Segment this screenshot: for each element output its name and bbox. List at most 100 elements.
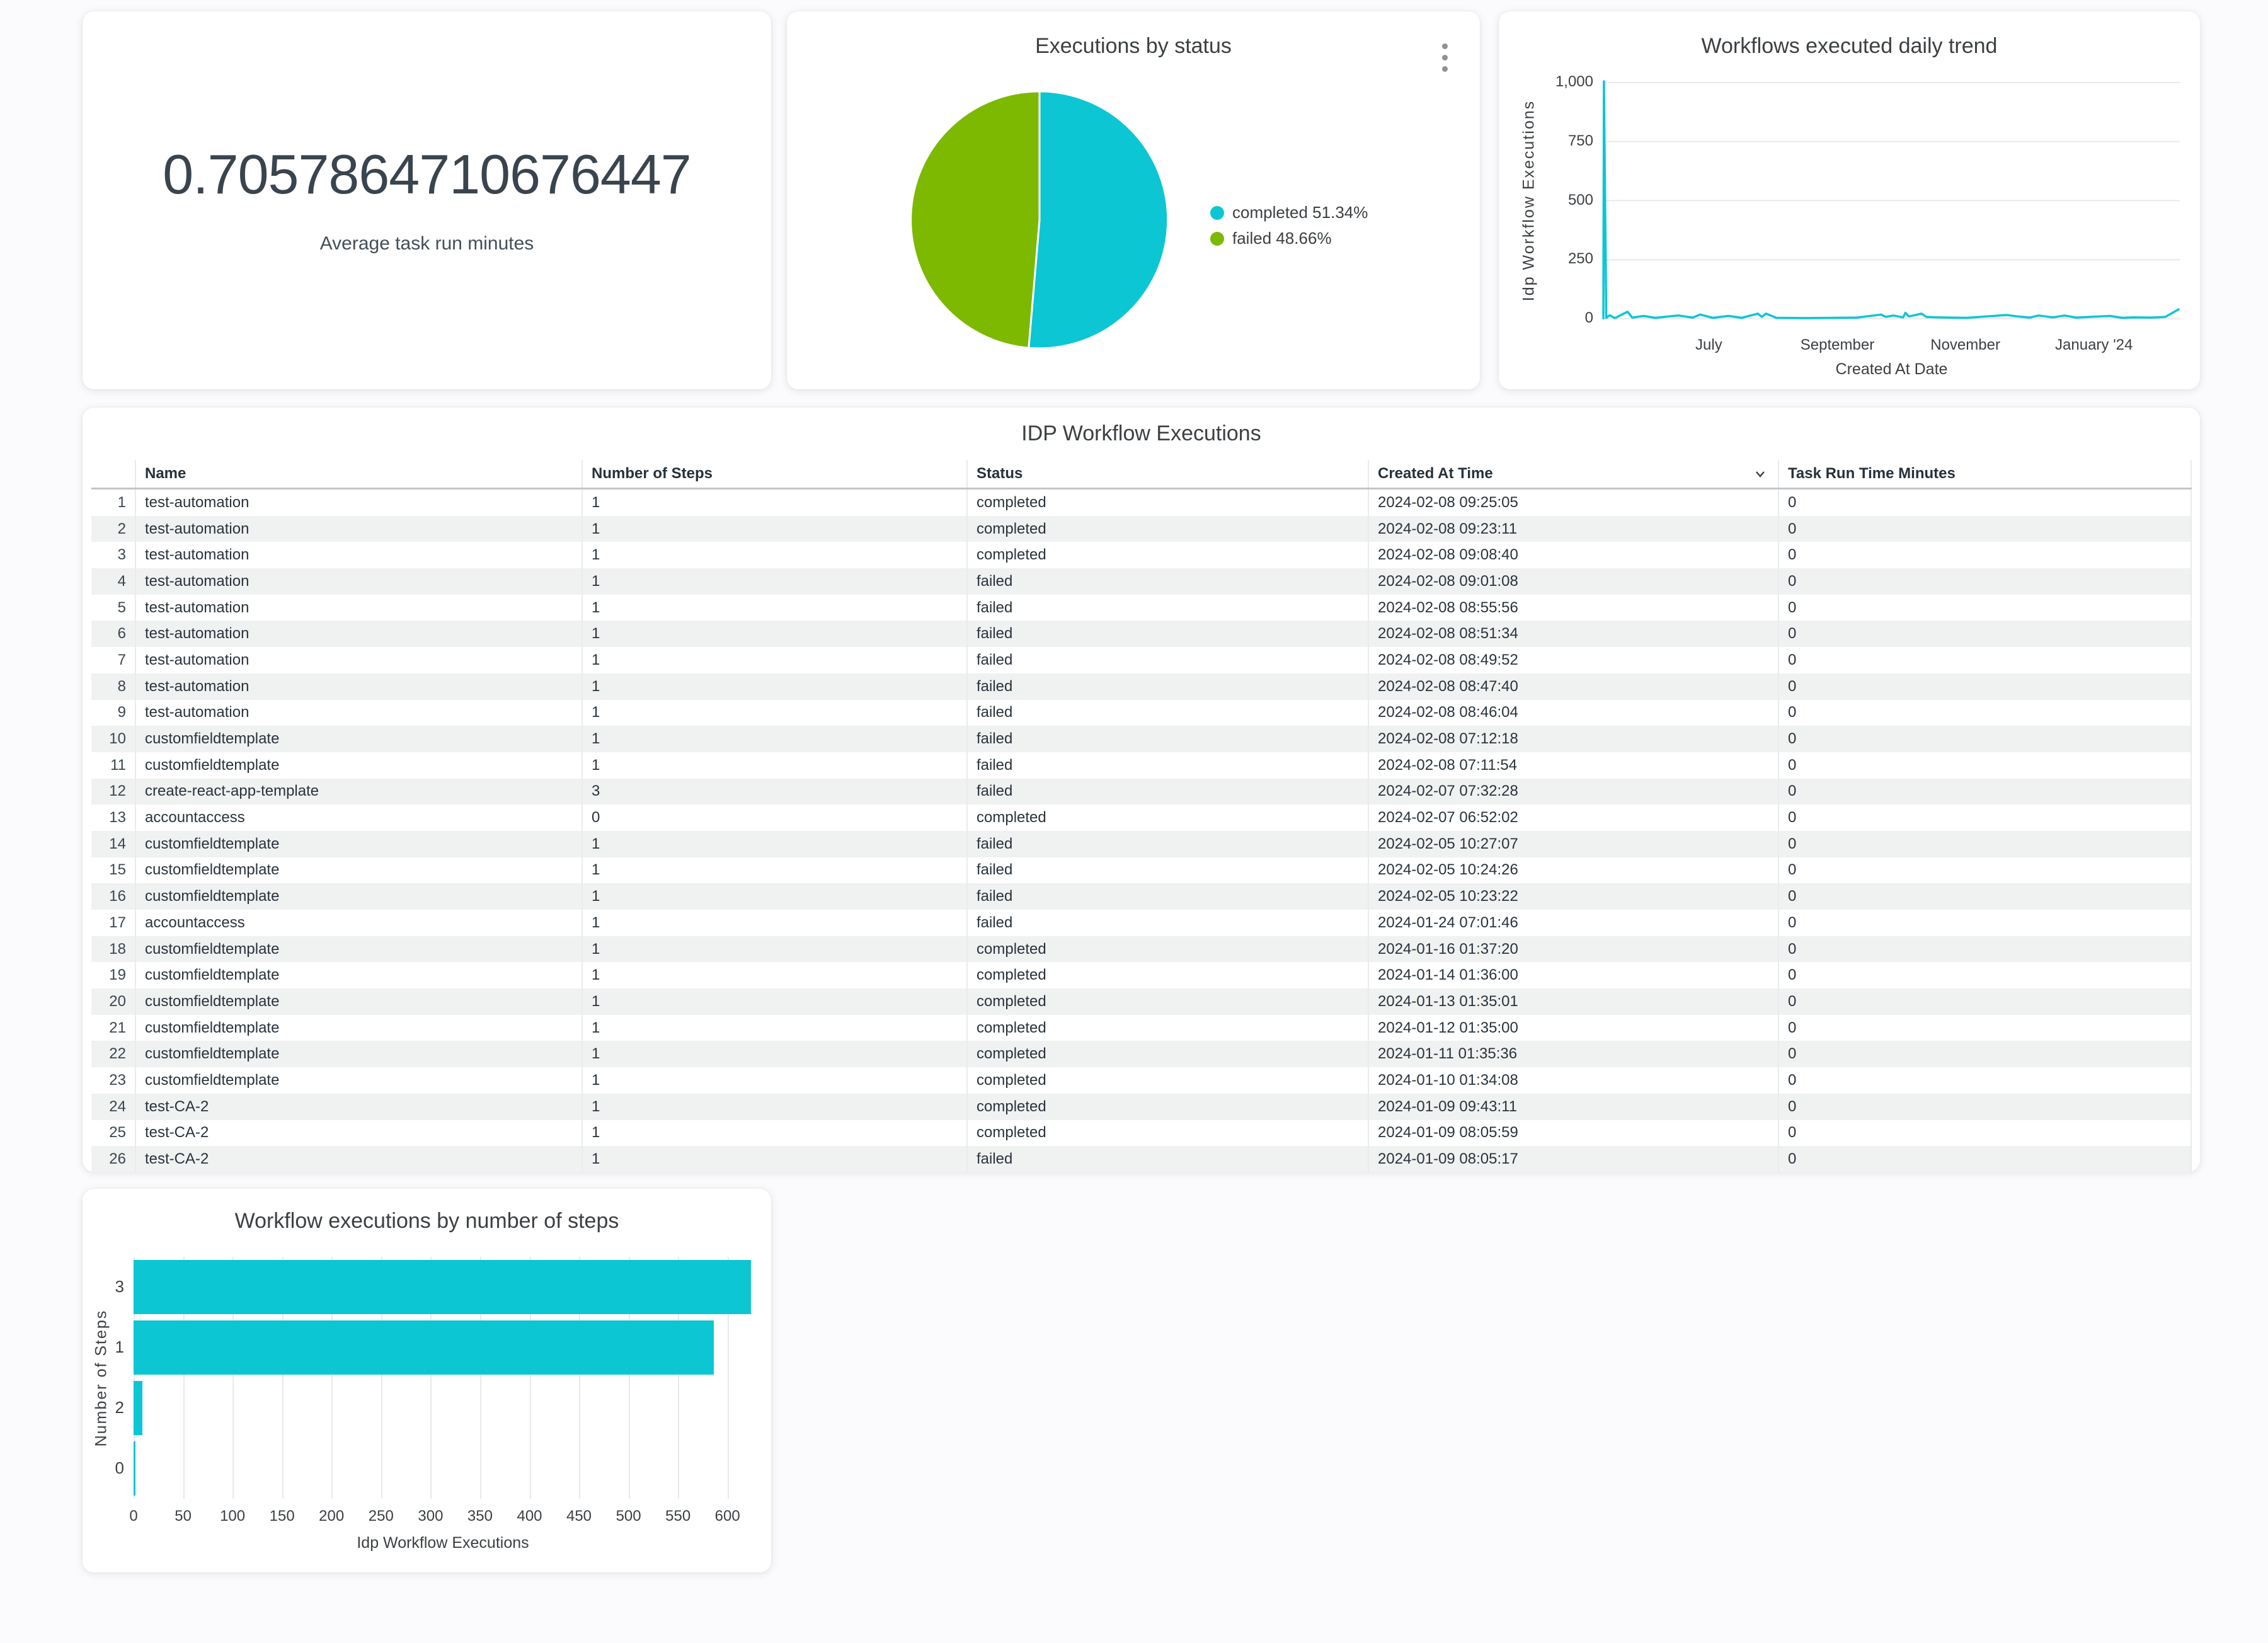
cell-status: failed xyxy=(968,699,1369,726)
cell-number-of-steps: 1 xyxy=(583,988,968,1015)
bar-category-label: 2 xyxy=(115,1398,124,1417)
cell-name: test-automation xyxy=(136,621,583,648)
table-row: 14 customfieldtemplate 1 failed 2024-02-05 1… xyxy=(91,830,2192,857)
cell-name: accountaccess xyxy=(136,910,583,936)
gridline xyxy=(479,1257,481,1499)
header-number-of-steps[interactable]: Number of Steps xyxy=(583,460,968,488)
table-row: 8 test-automation 1 failed 2024-02-08 08:47:… xyxy=(91,673,2192,700)
cell-status: failed xyxy=(968,1146,1369,1172)
cell-row-number: 23 xyxy=(91,1067,136,1094)
cell-task-run-time-minutes: 0 xyxy=(1779,515,2192,542)
cell-status: completed xyxy=(968,936,1369,963)
cell-name: customfieldtemplate xyxy=(136,726,583,752)
header-created-at-time[interactable]: Created At Time xyxy=(1369,460,1779,488)
cell-row-number: 21 xyxy=(91,1014,136,1041)
table-row: 6 test-automation 1 failed 2024-02-08 08:51:… xyxy=(91,621,2192,648)
cell-number-of-steps: 1 xyxy=(583,1067,968,1094)
cell-number-of-steps: 3 xyxy=(583,778,968,805)
table-row: 7 test-automation 1 failed 2024-02-08 08:49:… xyxy=(91,647,2192,673)
table-title: IDP Workflow Executions xyxy=(1021,421,1261,445)
cell-row-number: 7 xyxy=(91,647,136,673)
table-row: 18 customfieldtemplate 1 completed 2024-01-1… xyxy=(91,936,2192,963)
cell-task-run-time-minutes: 0 xyxy=(1779,673,2192,700)
gridline xyxy=(579,1257,580,1499)
cell-name: customfieldtemplate xyxy=(136,1041,583,1068)
cell-status: completed xyxy=(968,1119,1369,1147)
gridline xyxy=(727,1257,729,1499)
cell-name: customfieldtemplate xyxy=(136,962,583,989)
cell-task-run-time-minutes: 0 xyxy=(1779,489,2192,516)
cell-created-at-time: 2024-02-08 08:51:34 xyxy=(1369,621,1779,648)
cell-created-at-time: 2024-02-08 09:25:05 xyxy=(1369,489,1779,516)
cell-row-number: 14 xyxy=(91,830,136,857)
cell-row-number: 10 xyxy=(91,726,136,752)
cell-status: failed xyxy=(968,621,1369,648)
cell-status: failed xyxy=(968,830,1369,857)
cell-name: test-automation xyxy=(136,489,583,516)
bar-category-label: 1 xyxy=(115,1337,124,1356)
table-row: 10 customfieldtemplate 1 failed 2024-02-08 0… xyxy=(91,726,2192,752)
cell-number-of-steps: 1 xyxy=(583,830,968,857)
cell-task-run-time-minutes: 0 xyxy=(1779,1146,2192,1172)
y-tick-label: 750 xyxy=(1567,132,1593,149)
cell-status: failed xyxy=(968,568,1369,595)
cell-created-at-time: 2024-01-12 01:35:00 xyxy=(1369,1014,1779,1041)
table-row: 21 customfieldtemplate 1 completed 2024-01-1… xyxy=(91,1014,2192,1041)
cell-name: test-CA-2 xyxy=(136,1146,583,1172)
cell-status: failed xyxy=(968,647,1369,673)
scorecard-card: 0.7057864710676447 Average task run minu… xyxy=(83,11,771,389)
table-row: 5 test-automation 1 failed 2024-02-08 08:55:… xyxy=(91,594,2192,621)
header-name[interactable]: Name xyxy=(136,460,583,488)
table-row: 9 test-automation 1 failed 2024-02-08 08:46:… xyxy=(91,699,2192,726)
gridline xyxy=(678,1257,680,1499)
cell-name: create-react-app-template xyxy=(136,778,583,805)
cell-name: test-automation xyxy=(136,568,583,595)
cell-number-of-steps: 1 xyxy=(583,542,968,569)
cell-status: failed xyxy=(968,594,1369,621)
header-status[interactable]: Status xyxy=(968,460,1369,488)
cell-task-run-time-minutes: 0 xyxy=(1779,857,2192,884)
cell-number-of-steps: 1 xyxy=(583,726,968,752)
bar-category-label: 0 xyxy=(115,1458,124,1477)
cell-task-run-time-minutes: 0 xyxy=(1779,988,2192,1015)
x-tick-label: 450 xyxy=(566,1508,592,1525)
table-row: 16 customfieldtemplate 1 failed 2024-02-05 1… xyxy=(91,883,2192,910)
x-tick-label: 300 xyxy=(418,1508,444,1525)
cell-name: test-CA-2 xyxy=(136,1119,583,1147)
cell-created-at-time: 2024-02-08 08:47:40 xyxy=(1369,673,1779,700)
sort-descending-icon[interactable] xyxy=(1751,465,1769,483)
table-row: 2 test-automation 1 completed 2024-02-08 09:… xyxy=(91,515,2192,542)
x-tick-label: September xyxy=(1800,336,1875,353)
cell-name: customfieldtemplate xyxy=(136,830,583,857)
more-options-button[interactable] xyxy=(1432,35,1457,79)
cell-created-at-time: 2024-02-05 10:27:07 xyxy=(1369,830,1779,857)
bar-steps-2 xyxy=(134,1381,143,1435)
x-tick-label: 400 xyxy=(517,1508,542,1525)
x-tick-label: 0 xyxy=(129,1508,138,1525)
cell-created-at-time: 2024-02-08 09:08:40 xyxy=(1369,542,1779,569)
table-row: 25 test-CA-2 1 completed 2024-01-09 08:05:59… xyxy=(91,1119,2192,1147)
cell-status: failed xyxy=(968,726,1369,752)
y-tick-label: 500 xyxy=(1567,191,1593,209)
line-plot-area xyxy=(1602,80,2180,320)
gridline xyxy=(134,1257,135,1499)
table-row: 4 test-automation 1 failed 2024-02-08 09:01:… xyxy=(91,568,2192,595)
cell-task-run-time-minutes: 0 xyxy=(1779,752,2192,779)
line-chart xyxy=(1602,80,2180,320)
cell-created-at-time: 2024-01-14 01:36:00 xyxy=(1369,962,1779,989)
table-card: IDP Workflow Executions Name Number of S… xyxy=(83,408,2200,1172)
table-row: 20 customfieldtemplate 1 completed 2024-01-1… xyxy=(91,988,2192,1015)
cell-number-of-steps: 1 xyxy=(583,752,968,779)
header-task-run-time-minutes[interactable]: Task Run Time Minutes xyxy=(1779,460,2192,488)
x-tick-label: 150 xyxy=(269,1508,295,1525)
cell-task-run-time-minutes: 0 xyxy=(1779,1093,2192,1120)
line-x-axis-title: Created At Date xyxy=(1835,360,1948,378)
cell-number-of-steps: 1 xyxy=(583,1014,968,1041)
cell-created-at-time: 2024-02-07 06:52:02 xyxy=(1369,804,1779,831)
cell-number-of-steps: 1 xyxy=(583,647,968,673)
bar-y-axis-title: Number of Steps xyxy=(92,1309,110,1447)
cell-task-run-time-minutes: 0 xyxy=(1779,962,2192,989)
cell-task-run-time-minutes: 0 xyxy=(1779,830,2192,857)
cell-created-at-time: 2024-01-09 08:05:17 xyxy=(1369,1146,1779,1172)
cell-task-run-time-minutes: 0 xyxy=(1779,621,2192,648)
